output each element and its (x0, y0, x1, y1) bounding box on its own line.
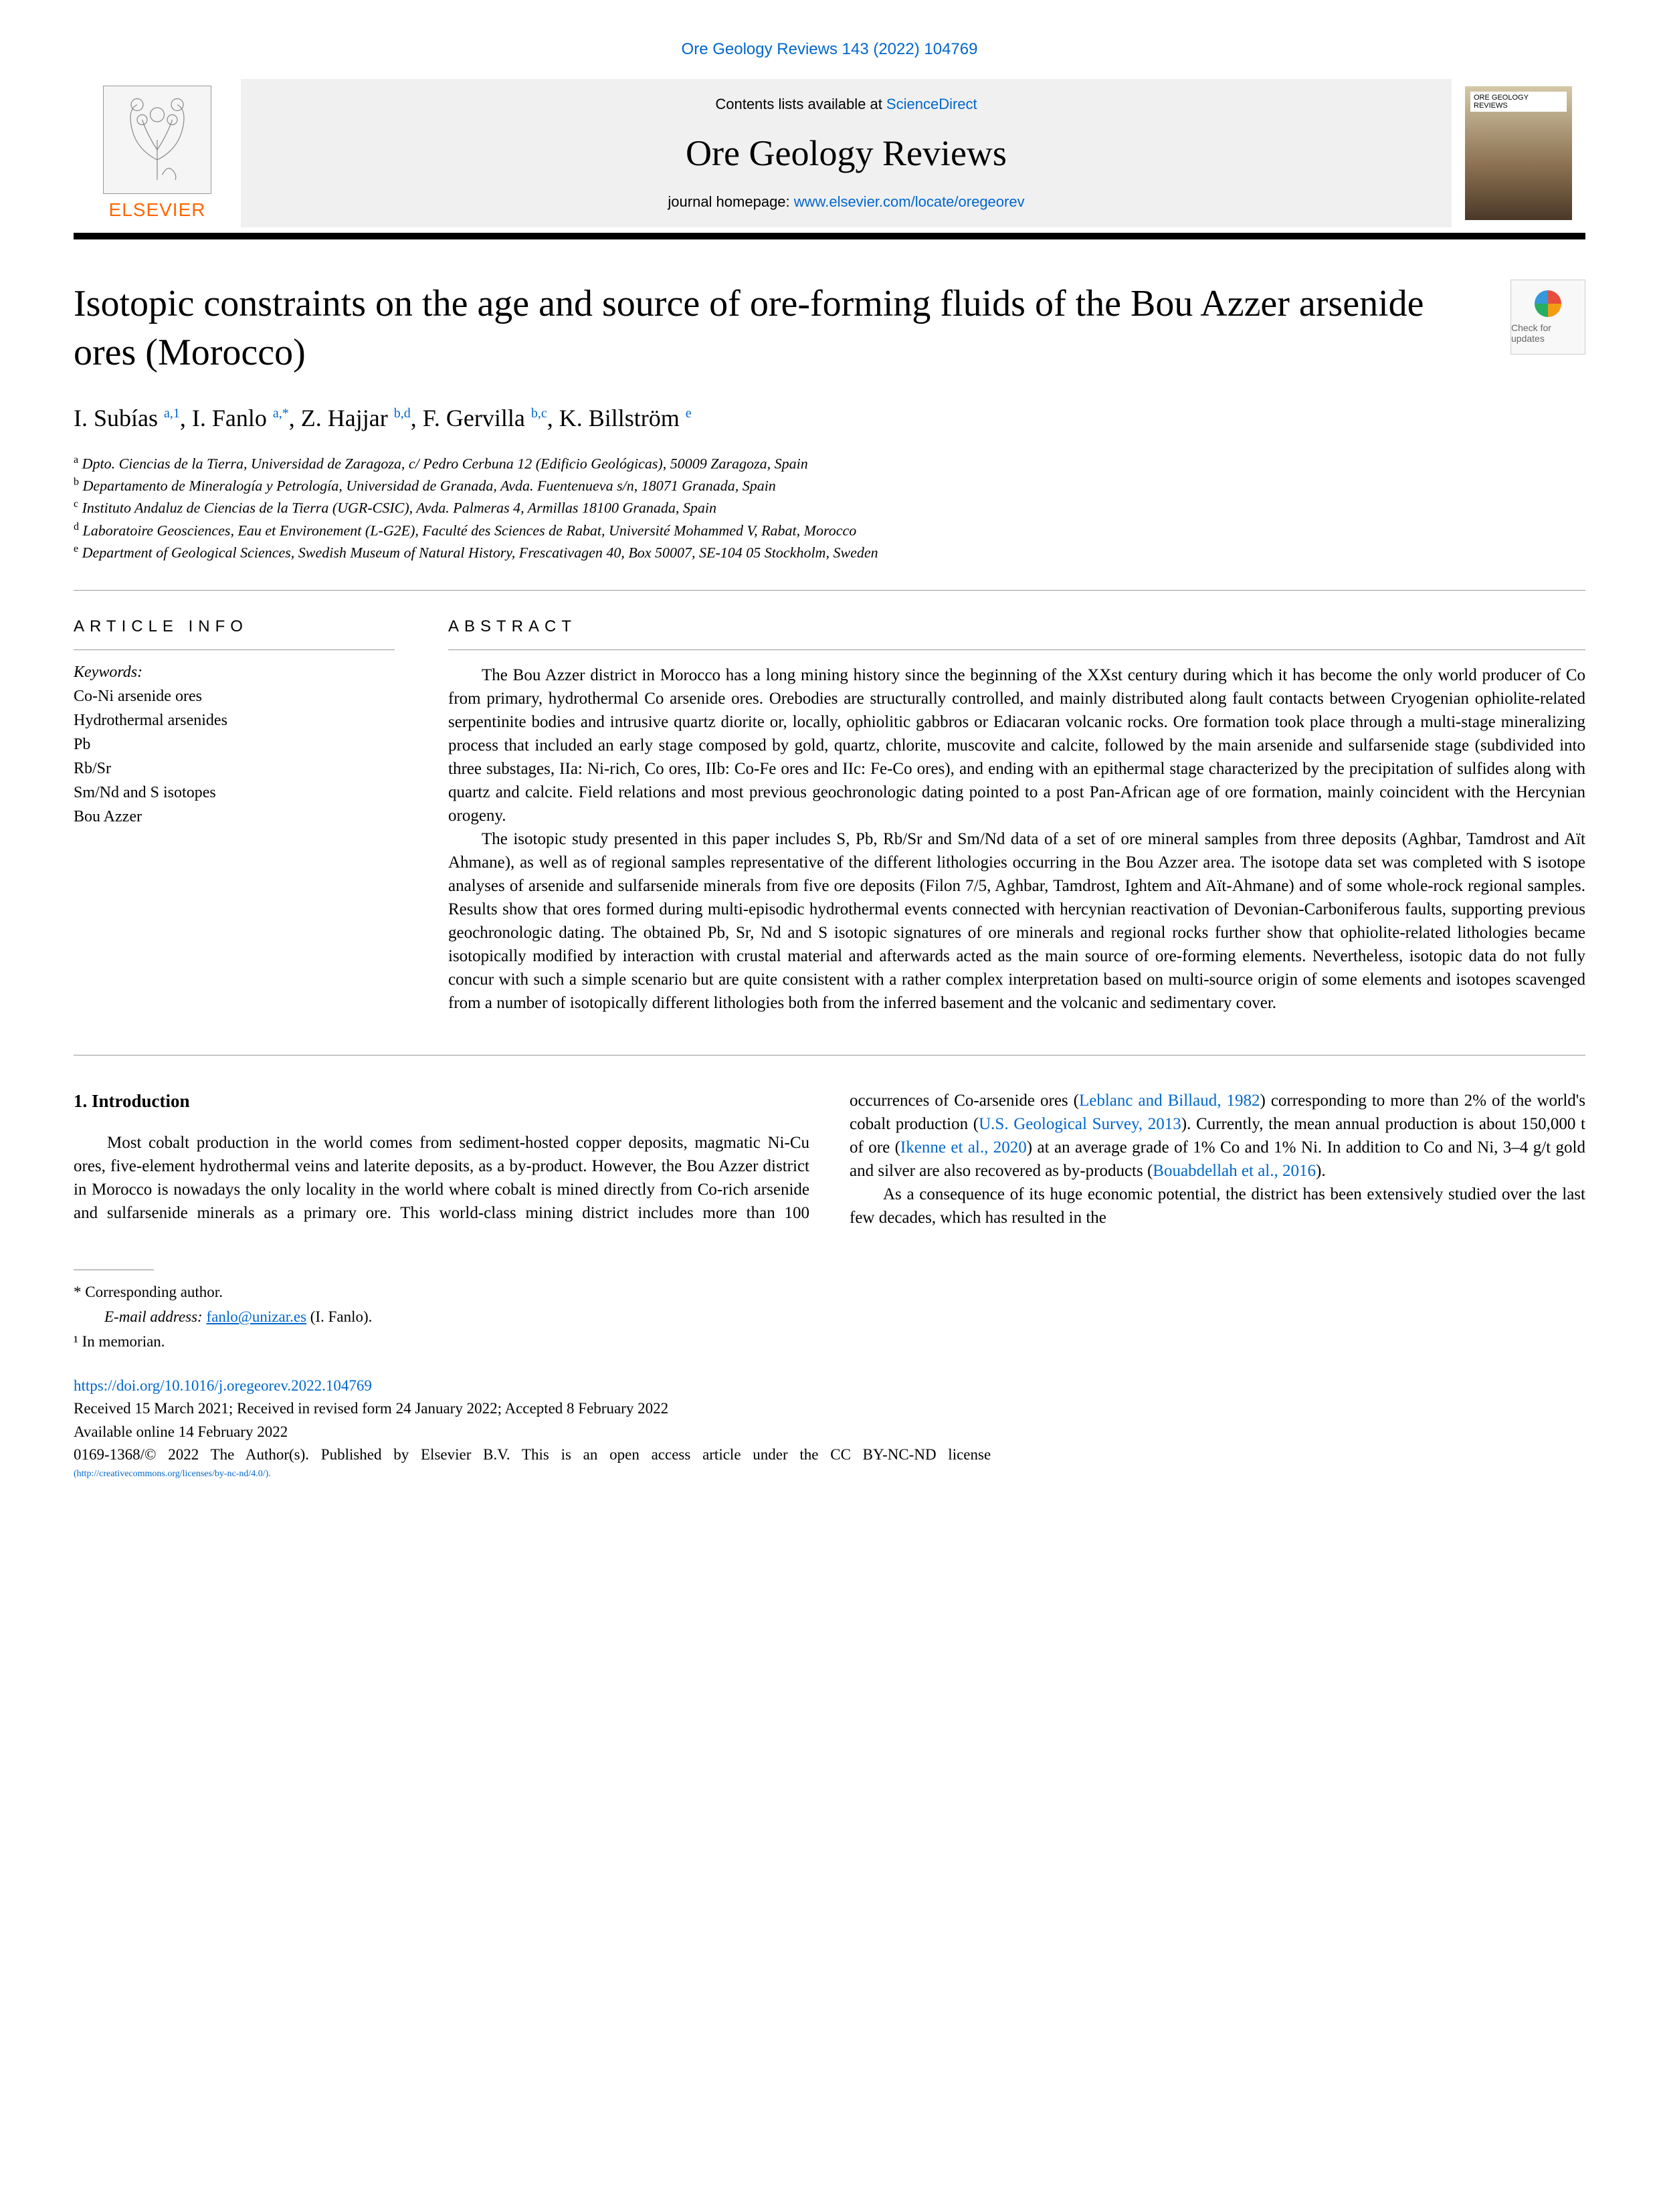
abstract-column: ABSTRACT The Bou Azzer district in Moroc… (448, 617, 1585, 1015)
publisher-name: ELSEVIER (109, 199, 206, 221)
sciencedirect-link[interactable]: ScienceDirect (886, 96, 977, 112)
doi-link[interactable]: https://doi.org/10.1016/j.oregeorev.2022… (74, 1377, 372, 1394)
contents-line: Contents lists available at ScienceDirec… (715, 96, 977, 113)
intro-text: ). (1316, 1162, 1326, 1180)
citation-link[interactable]: Leblanc and Billaud, 1982 (1079, 1092, 1260, 1110)
affiliation-item: c Instituto Andaluz de Ciencias de la Ti… (74, 496, 1585, 518)
citation-link[interactable]: Bouabdellah et al., 2016 (1153, 1162, 1316, 1180)
email-link[interactable]: fanlo@unizar.es (206, 1308, 306, 1325)
received-dates: Received 15 March 2021; Received in revi… (74, 1397, 1585, 1421)
keyword-item: Bou Azzer (74, 805, 395, 829)
affiliation-item: d Laboratoire Geosciences, Eau et Enviro… (74, 519, 1585, 541)
affiliation-item: b Departamento de Mineralogía y Petrolog… (74, 474, 1585, 496)
available-date: Available online 14 February 2022 (74, 1421, 1585, 1444)
footer-block: https://doi.org/10.1016/j.oregeorev.2022… (74, 1375, 1585, 1481)
cover-image: ORE GEOLOGY REVIEWS (1465, 86, 1572, 220)
check-updates-button[interactable]: Check for updates (1510, 280, 1585, 355)
keyword-item: Hydrothermal arsenides (74, 708, 395, 732)
abstract-p1: The Bou Azzer district in Morocco has a … (448, 664, 1585, 827)
article-info-heading: ARTICLE INFO (74, 617, 395, 636)
section-divider (74, 590, 1585, 591)
intro-text: Most cobalt production in the world come… (74, 1134, 809, 1222)
footer-notes: * Corresponding author. E-mail address: … (74, 1280, 1585, 1354)
homepage-line: journal homepage: www.elsevier.com/locat… (668, 193, 1024, 211)
memorian-note: ¹ In memorian. (74, 1330, 1585, 1354)
email-suffix: (I. Fanlo). (306, 1308, 372, 1325)
header-center: Contents lists available at ScienceDirec… (241, 79, 1452, 227)
affiliation-item: e Department of Geological Sciences, Swe… (74, 541, 1585, 563)
keyword-item: Rb/Sr (74, 757, 395, 781)
intro-paragraph-2: As a consequence of its huge economic po… (850, 1183, 1585, 1229)
homepage-link[interactable]: www.elsevier.com/locate/oregeorev (794, 193, 1025, 210)
cover-label: ORE GEOLOGY REVIEWS (1470, 92, 1567, 112)
header-divider (74, 233, 1585, 239)
corresponding-author: * Corresponding author. (74, 1280, 1585, 1305)
abstract-heading: ABSTRACT (448, 617, 1585, 636)
journal-cover: ORE GEOLOGY REVIEWS (1452, 79, 1585, 227)
check-updates-label: Check for updates (1511, 322, 1585, 344)
article-title: Isotopic constraints on the age and sour… (74, 280, 1490, 377)
keyword-item: Co-Ni arsenide ores (74, 684, 395, 708)
article-info-column: ARTICLE INFO Keywords: Co-Ni arsenide or… (74, 617, 395, 1015)
keyword-item: Pb (74, 732, 395, 757)
publisher-logo: ELSEVIER (74, 79, 241, 227)
abstract-text: The Bou Azzer district in Morocco has a … (448, 649, 1585, 1015)
citation-link[interactable]: Ikenne et al., 2020 (900, 1138, 1027, 1157)
copyright-line: 0169-1368/© 2022 The Author(s). Publishe… (74, 1443, 1585, 1467)
intro-heading: 1. Introduction (74, 1089, 809, 1114)
affiliations: a Dpto. Ciencias de la Tierra, Universid… (74, 452, 1585, 564)
keywords-label: Keywords: (74, 649, 395, 682)
citation-link[interactable]: U.S. Geological Survey, 2013 (979, 1115, 1181, 1133)
introduction-section: 1. Introduction Most cobalt production i… (74, 1055, 1585, 1229)
license-link[interactable]: (http://creativecommons.org/licenses/by-… (74, 1469, 271, 1479)
abstract-p2: The isotopic study presented in this pap… (448, 827, 1585, 1015)
keywords-list: Co-Ni arsenide oresHydrothermal arsenide… (74, 684, 395, 829)
affiliation-item: a Dpto. Ciencias de la Tierra, Universid… (74, 452, 1585, 474)
journal-name: Ore Geology Reviews (686, 132, 1007, 174)
homepage-prefix: journal homepage: (668, 193, 793, 210)
email-label: E-mail address: (104, 1308, 206, 1325)
top-citation: Ore Geology Reviews 143 (2022) 104769 (74, 40, 1585, 59)
email-line: E-mail address: fanlo@unizar.es (I. Fanl… (74, 1305, 1585, 1330)
crossmark-icon (1535, 290, 1561, 317)
elsevier-tree-icon (103, 86, 211, 194)
keyword-item: Sm/Nd and S isotopes (74, 781, 395, 805)
contents-prefix: Contents lists available at (715, 96, 886, 112)
authors-list: I. Subías a,1, I. Fanlo a,*, Z. Hajjar b… (74, 404, 1585, 432)
journal-header: ELSEVIER Contents lists available at Sci… (74, 79, 1585, 227)
